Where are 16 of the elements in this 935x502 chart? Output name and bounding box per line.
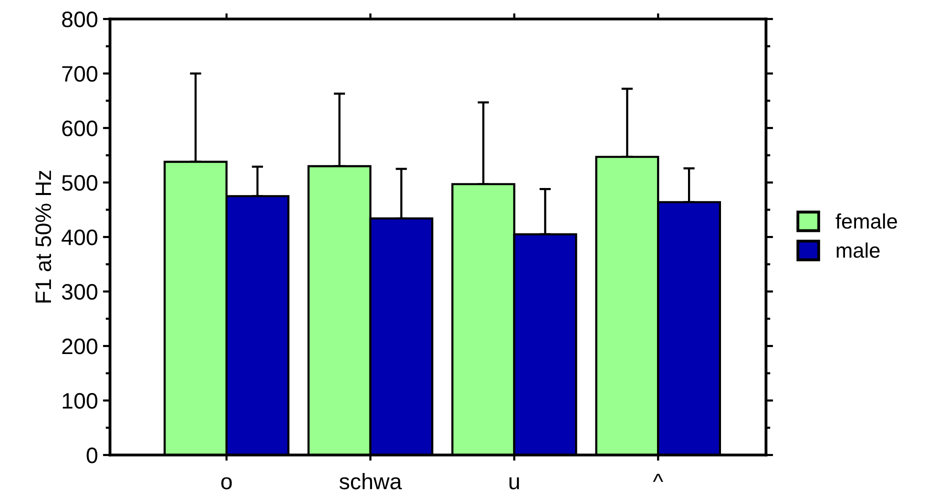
y-tick-label: 600 bbox=[62, 120, 98, 136]
x-tick-label: schwa bbox=[340, 473, 402, 490]
y-axis-title: F1 at 50% Hz bbox=[35, 170, 52, 302]
y-tick-label: 200 bbox=[62, 338, 98, 354]
y-tick-label: 300 bbox=[62, 284, 98, 300]
y-tick-label: 700 bbox=[62, 66, 98, 82]
x-tick-label: o bbox=[221, 477, 232, 490]
x-tick-label: ^ bbox=[653, 474, 664, 482]
y-tick-label: 0 bbox=[86, 448, 98, 464]
x-tick-label: u bbox=[510, 477, 519, 490]
legend-label: male bbox=[836, 242, 880, 258]
y-tick-label: 500 bbox=[62, 175, 98, 191]
y-tick-label: 400 bbox=[62, 230, 98, 246]
y-tick-label: 100 bbox=[62, 393, 98, 409]
legend-label: female bbox=[836, 213, 897, 229]
y-tick-label: 800 bbox=[62, 12, 98, 28]
